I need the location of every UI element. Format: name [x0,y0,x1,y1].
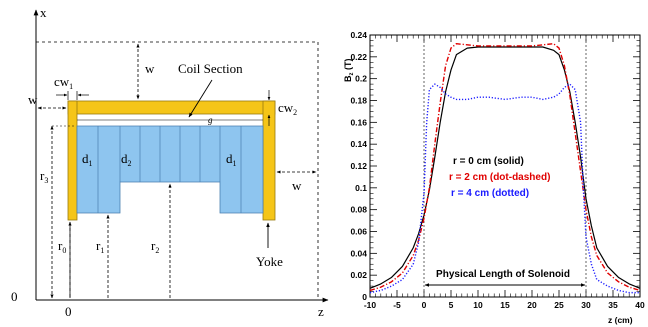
yoke-top-plate [67,100,276,115]
y-tick-label: 0.16 [350,117,367,127]
physical-length-annotation: Physical Length of Solenoid [436,269,570,280]
coil-section [76,125,264,214]
w-right-label: w [292,178,302,193]
y-tick-label: 0.14 [350,139,367,149]
solenoid-diagram: x z 0 0 [11,5,329,319]
series-line-r0 [369,46,641,289]
legend-entry-r2: r = 2 cm (dot-dashed) [449,172,550,183]
y-tick-label: 0.02 [350,270,367,280]
legend-entry-r4: r = 4 cm (dotted) [451,188,529,199]
x-tick-label: 10 [473,300,483,310]
y-tick-label: 0.04 [350,248,367,258]
r3-label: r3 [40,168,48,185]
r0-label: r0 [58,238,66,255]
chart-markers [423,37,587,295]
x-tick-label: 30 [581,300,591,310]
y-tick-label: 0.12 [350,161,367,171]
legend-entry-r0: r = 0 cm (solid) [453,156,524,167]
cw1-label: cw1 [54,74,73,91]
coil-section-label: Coil Section [178,61,243,76]
yoke-left-wall [67,100,78,221]
r2-label: r2 [151,238,159,255]
chart-ticks: -10 -5 0 5 10 15 20 25 30 35 40 0 0.02 0.04 0.06 0.08 0.… [350,30,645,310]
axis-x-label: x [40,5,47,20]
cw2-label: cw2 [278,100,297,117]
y-axis-label: Bz (T) [343,58,355,82]
yoke [67,100,276,221]
x-tick-label: -5 [393,300,401,310]
x-tick-label: 0 [422,300,427,310]
d1-left-label: d1 [82,151,93,168]
y-tick-label: 0.22 [350,52,367,62]
d1-right-label: d1 [226,151,237,168]
x-tick-label: 25 [554,300,564,310]
yoke-label: Yoke [256,254,283,269]
d2-label: d2 [121,151,132,168]
y-tick-label: 0.06 [350,227,367,237]
coil-body [76,125,264,214]
gap-label: g [208,115,213,125]
y-tick-label: 0.1 [355,183,367,193]
x-zero-label: 0 [65,304,72,319]
x-tick-label: 20 [527,300,537,310]
y-tick-label: 0.24 [350,30,367,40]
coil-section-leader [188,79,213,118]
x-tick-label: -10 [364,300,377,310]
y-tick-label: 0.18 [350,96,367,106]
origin-label: 0 [11,289,18,304]
y-tick-label: 0.2 [355,74,367,84]
x-tick-label: 35 [608,300,618,310]
field-chart: -10 -5 0 5 10 15 20 25 30 35 40 0 0.02 0.04 0.06 0.08 0.… [343,30,645,325]
y-tick-label: 0 [362,292,367,302]
x-tick-label: 5 [449,300,454,310]
axis-z-label: z [318,304,324,319]
r1-label: r1 [96,238,104,255]
x-tick-label: 40 [635,300,645,310]
y-tick-label: 0.08 [350,205,367,215]
x-tick-label: 15 [500,300,510,310]
w-top-label: w [145,61,155,76]
world-boundary [36,41,319,300]
w-left-label: w [28,92,38,107]
x-axis-label: z (cm) [608,315,633,325]
chart-series [369,43,641,294]
annotation-background [430,266,577,280]
